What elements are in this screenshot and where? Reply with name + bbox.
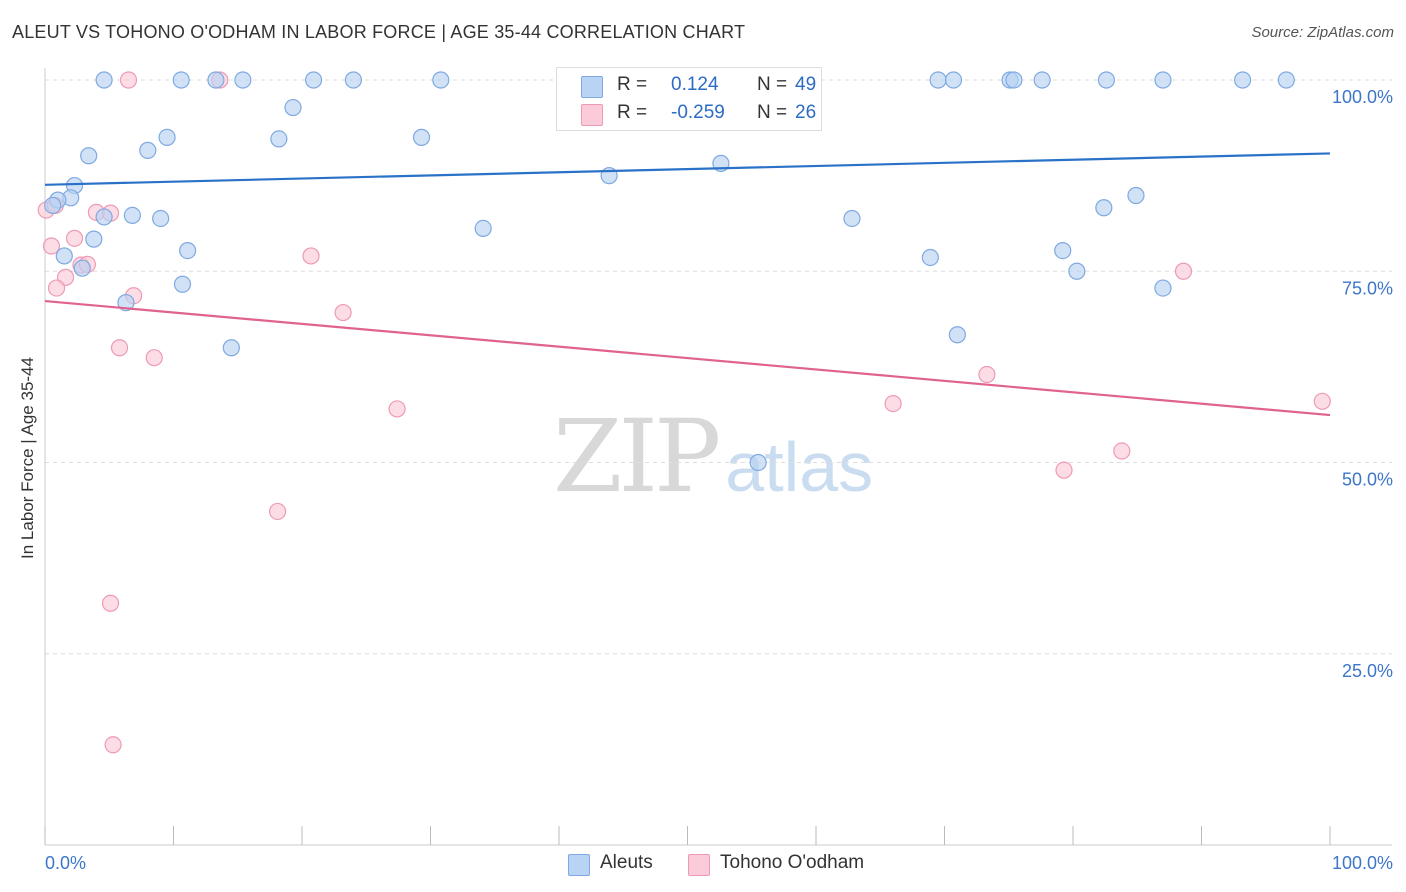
source-credit: Source: ZipAtlas.com xyxy=(1251,24,1394,41)
r-label: R = xyxy=(617,102,648,123)
aleut-point xyxy=(432,71,450,89)
tohono-point xyxy=(101,594,120,612)
aleut-point xyxy=(172,71,190,89)
tohono-point xyxy=(268,502,287,521)
x-tick-label: 0.0% xyxy=(45,853,86,873)
r-label: R = xyxy=(617,74,648,95)
n-label: N = xyxy=(757,102,788,123)
aleut-point xyxy=(344,71,362,89)
aleut-point xyxy=(234,71,252,89)
aleut-point xyxy=(1234,71,1252,89)
aleut-point xyxy=(944,71,963,89)
n-value: 26 xyxy=(795,102,817,123)
tohono-point xyxy=(119,71,138,89)
y-tick-label: 75.0% xyxy=(1342,278,1393,298)
aleut-point xyxy=(1154,71,1172,89)
aleut-point xyxy=(921,248,939,267)
chart-title: ALEUT VS TOHONO O'ODHAM IN LABOR FORCE |… xyxy=(12,22,746,42)
tohono-point xyxy=(334,303,352,322)
aleut-point xyxy=(1068,262,1086,280)
aleut-point xyxy=(304,71,323,89)
aleut-point xyxy=(95,208,113,226)
aleut-point xyxy=(85,230,103,248)
tohono-point xyxy=(978,365,996,384)
tohono-swatch xyxy=(688,854,710,876)
aleut-point xyxy=(284,98,302,117)
aleut-point xyxy=(173,275,192,293)
aleut-point xyxy=(749,453,767,472)
tohono-point xyxy=(1055,461,1073,479)
aleut-point xyxy=(1033,71,1051,89)
tohono-point xyxy=(145,349,163,367)
aleut-point xyxy=(207,71,225,89)
aleut-point xyxy=(948,326,966,344)
tohono-point xyxy=(1113,442,1131,460)
r-value: -0.259 xyxy=(671,102,725,123)
series-legend: Aleuts Tohono O'odham xyxy=(0,852,1406,878)
tohono-point xyxy=(65,229,84,247)
aleut-trend-line xyxy=(44,152,1331,186)
watermark-zip: ZIP xyxy=(553,398,721,515)
tohono-point xyxy=(104,736,122,754)
tohono-point xyxy=(884,394,902,413)
y-tick-label: 25.0% xyxy=(1342,661,1393,681)
legend-label: Tohono O'odham xyxy=(720,852,865,873)
aleut-point xyxy=(55,247,73,265)
correlation-legend: R = 0.124 N = 49 R = -0.259 N = 26 xyxy=(556,67,822,131)
x-tick-label: 100.0% xyxy=(1332,853,1393,873)
aleut-point xyxy=(474,219,492,238)
zipatlas-watermark: ZIP atlas xyxy=(553,398,873,515)
watermark-atlas: atlas xyxy=(725,428,874,506)
r-value: 0.124 xyxy=(671,74,719,95)
n-value: 49 xyxy=(795,74,817,95)
tohono-swatch xyxy=(581,104,603,126)
aleut-point xyxy=(139,141,157,159)
aleuts-swatch xyxy=(568,854,590,876)
aleut-point xyxy=(843,209,861,228)
aleut-point xyxy=(73,259,91,277)
tohono-point xyxy=(47,279,66,297)
aleut-point xyxy=(222,339,240,357)
aleut-point xyxy=(1097,71,1116,89)
aleut-point xyxy=(929,71,947,89)
tohono-trend-line xyxy=(44,299,1331,417)
aleut-point xyxy=(1127,186,1145,205)
y-tick-label: 50.0% xyxy=(1342,470,1393,490)
aleut-point xyxy=(44,196,62,215)
aleut-point xyxy=(1054,241,1072,260)
tohono-point xyxy=(42,237,61,255)
legend-label: Aleuts xyxy=(600,852,653,873)
tohono-point xyxy=(1174,262,1193,280)
tohono-point xyxy=(302,247,320,265)
aleut-point xyxy=(95,71,113,89)
tohono-point xyxy=(110,339,129,357)
n-label: N = xyxy=(757,74,788,95)
aleut-point xyxy=(412,128,431,146)
aleuts-swatch xyxy=(581,76,603,98)
aleut-point xyxy=(270,130,288,148)
aleut-point xyxy=(1095,199,1113,217)
aleut-point xyxy=(158,128,176,146)
y-tick-label: 100.0% xyxy=(1332,87,1393,107)
aleut-point xyxy=(123,206,141,225)
tohono-point xyxy=(388,400,406,418)
aleut-point xyxy=(117,294,135,312)
aleut-point xyxy=(179,241,197,260)
aleut-point xyxy=(1154,279,1172,297)
aleut-point xyxy=(152,209,170,228)
aleut-point xyxy=(80,147,98,165)
tohono-point xyxy=(1313,392,1331,410)
aleut-point xyxy=(1277,71,1295,89)
aleut-point xyxy=(1005,71,1023,89)
